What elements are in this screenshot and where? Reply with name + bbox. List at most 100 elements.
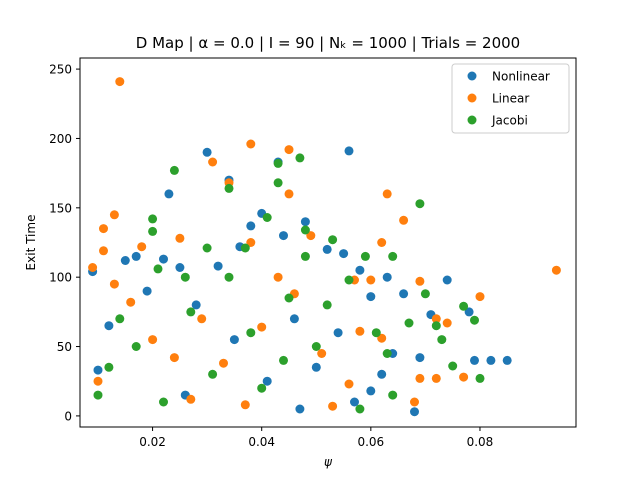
data-point (186, 394, 196, 404)
data-point (410, 397, 419, 407)
data-point (366, 292, 376, 302)
data-point (322, 300, 332, 310)
data-point (355, 404, 365, 414)
data-point (355, 326, 365, 336)
data-point (169, 353, 179, 363)
data-point (502, 355, 512, 365)
y-tick-label: 50 (57, 340, 72, 354)
data-point (142, 286, 152, 296)
x-tick-label: 0.02 (139, 435, 166, 449)
data-point (475, 292, 485, 302)
data-point (328, 235, 338, 245)
data-point (279, 355, 288, 365)
data-point (246, 328, 256, 338)
data-point (322, 244, 332, 254)
data-point (311, 342, 321, 351)
data-point (257, 383, 267, 393)
data-point (300, 225, 310, 235)
data-point (99, 224, 108, 234)
data-point (262, 213, 272, 222)
data-point (93, 390, 103, 400)
data-point (344, 379, 354, 389)
data-point (175, 233, 185, 243)
data-point (240, 400, 250, 410)
data-point (464, 307, 474, 317)
data-point (344, 146, 354, 156)
chart-title: D Map | α = 0.0 | I = 90 | Nₖ = 1000 | T… (136, 34, 520, 52)
data-point (164, 189, 174, 199)
x-tick-label: 0.06 (357, 435, 384, 449)
legend-label: Nonlinear (492, 70, 550, 84)
data-point (470, 355, 479, 365)
data-point (284, 145, 294, 155)
y-axis-label: Exit Time (24, 215, 38, 271)
data-point (109, 210, 119, 220)
y-axis: 0 50 100 150 200 250 (49, 63, 80, 423)
data-point (431, 321, 441, 331)
data-point (175, 263, 185, 272)
data-point (289, 314, 299, 324)
data-point (284, 189, 294, 199)
data-point (475, 373, 485, 383)
data-point (99, 246, 108, 256)
x-axis-label: ψ (324, 455, 333, 469)
data-point (382, 349, 392, 358)
data-point (104, 362, 114, 372)
data-point (295, 404, 305, 414)
data-point (219, 358, 228, 368)
data-point (153, 264, 163, 274)
data-point (448, 361, 458, 371)
data-point (273, 178, 283, 188)
data-point (300, 217, 310, 227)
data-point (339, 249, 349, 259)
y-tick-label: 200 (49, 132, 72, 146)
data-point (148, 214, 158, 224)
data-point (197, 314, 207, 324)
data-point (459, 372, 469, 382)
data-point (191, 300, 201, 310)
legend-label: Jacobi (491, 114, 528, 128)
data-point (109, 279, 119, 289)
data-point (246, 221, 256, 231)
x-tick-label: 0.04 (248, 435, 275, 449)
data-point (202, 243, 212, 253)
data-point (311, 362, 321, 372)
data-point (257, 322, 267, 332)
data-point (382, 189, 392, 199)
data-point (246, 238, 256, 247)
series-linear (88, 77, 561, 411)
data-point (240, 243, 250, 253)
data-point (273, 272, 283, 282)
data-point (262, 376, 272, 386)
data-point (306, 231, 316, 241)
data-point (246, 139, 256, 149)
data-point (169, 165, 179, 175)
data-point (279, 231, 288, 241)
data-point (415, 373, 425, 383)
data-point (404, 318, 414, 328)
data-point (350, 397, 359, 407)
data-point (388, 390, 398, 400)
legend: Nonlinear Linear Jacobi (451, 63, 570, 134)
data-point (93, 365, 103, 375)
data-point (377, 238, 387, 247)
data-point (213, 261, 223, 271)
x-tick-label: 0.08 (467, 435, 494, 449)
points-layer (88, 77, 561, 417)
data-point (115, 77, 125, 87)
data-point (148, 335, 158, 345)
series-jacobi (93, 153, 485, 414)
data-point (399, 215, 409, 225)
data-point (415, 353, 425, 363)
data-point (360, 251, 370, 261)
data-point (137, 242, 147, 252)
data-point (148, 226, 158, 236)
data-point (410, 407, 419, 417)
data-point (344, 275, 354, 285)
data-point (431, 373, 441, 383)
data-point (371, 328, 381, 338)
data-point (415, 199, 425, 209)
data-point (208, 157, 218, 167)
data-point (317, 349, 327, 358)
